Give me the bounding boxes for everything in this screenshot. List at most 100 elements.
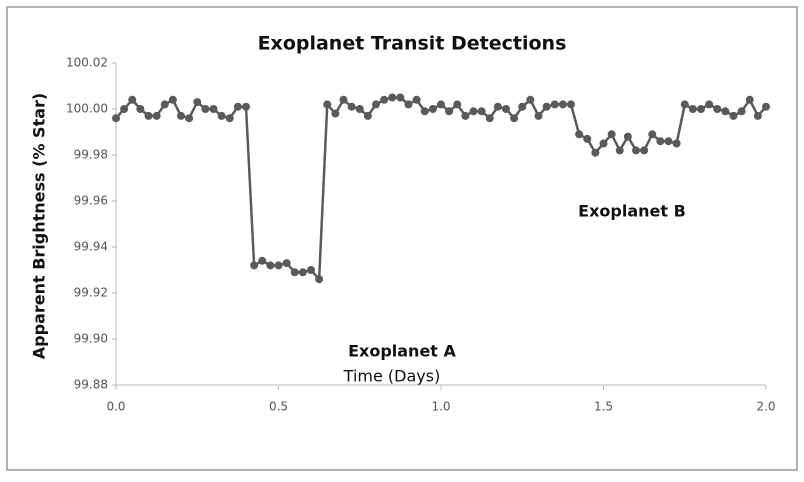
data-point [623,132,632,141]
data-point [323,100,332,109]
data-point [550,100,559,109]
data-point [372,100,380,109]
data-point [729,111,738,120]
data-point [542,102,551,111]
data-point [404,100,413,109]
data-point [193,98,202,107]
data-point [762,102,770,111]
data-point [656,137,665,146]
data-point [664,137,673,146]
x-tick-label: 2.0 [756,400,775,414]
data-point [567,100,575,109]
data-point [128,95,137,104]
data-point [688,105,697,113]
data-point [250,261,259,270]
x-tick-label: 0.5 [269,400,288,414]
y-tick-label: 99.98 [74,148,108,162]
data-point [177,111,185,120]
data-point [640,146,649,155]
y-tick-label: 99.92 [74,286,108,300]
data-point [648,130,657,139]
chart-title: Exoplanet Transit Detections [258,33,567,55]
data-point [583,134,592,143]
x-tick-label: 1.0 [431,400,450,414]
data-point [526,95,535,104]
data-point [339,95,348,104]
y-axis-label: Apparent Brightness (% Star) [30,93,49,359]
data-point [331,109,340,118]
data-point [493,102,502,111]
data-point [745,95,754,104]
data-point [201,105,210,113]
data-point [290,268,299,277]
data-point [558,100,567,109]
data-point [510,114,519,123]
data-point [266,261,275,270]
data-point [428,105,437,113]
data-point [705,100,714,109]
data-point [307,266,315,274]
data-point [396,93,405,102]
data-point [502,105,510,113]
data-point [209,105,218,113]
y-tick-label: 100.00 [66,102,108,116]
data-point [461,111,470,120]
chart-frame [6,6,798,471]
data-point [477,107,486,116]
data-point [420,107,429,116]
data-point [469,107,478,116]
annotation: Exoplanet B [578,202,686,221]
x-tick-label: 1.5 [594,400,613,414]
data-point [575,130,584,139]
data-point [713,105,722,113]
data-point [242,102,250,111]
data-point [753,111,762,120]
data-point [160,100,169,109]
data-point [485,114,494,123]
data-point [697,105,705,113]
data-point [282,259,291,268]
data-point [737,107,746,116]
data-point [217,111,226,120]
data-point [112,114,120,123]
data-point [518,102,527,111]
data-point [412,95,421,104]
data-point [363,111,372,120]
data-point [274,261,283,270]
x-tick-label: 0.0 [106,400,125,414]
data-point [615,146,624,155]
data-point [258,256,267,265]
x-axis-label: Time (Days) [343,367,441,386]
data-point [315,275,324,284]
data-point [136,105,145,113]
data-point [632,146,640,155]
data-point [347,102,356,111]
y-tick-label: 100.02 [66,56,108,70]
data-point [453,100,462,109]
annotation: Exoplanet A [348,342,456,361]
data-point [599,139,608,148]
y-tick-label: 99.90 [74,332,108,346]
data-point [120,105,129,113]
data-point [298,268,307,277]
data-point [672,139,681,148]
data-point [388,93,397,102]
data-point [168,95,177,104]
data-point [233,102,242,111]
y-tick-label: 99.88 [74,378,108,392]
data-point [607,130,616,139]
data-point [185,114,194,123]
data-point [591,148,600,157]
data-point [144,111,153,120]
data-point [445,107,454,116]
y-tick-label: 99.96 [74,194,108,208]
data-point [152,111,161,120]
y-tick-label: 99.94 [74,240,108,254]
data-point [721,107,730,116]
data-point [380,95,389,104]
data-point [355,105,364,113]
data-point [437,100,445,109]
data-point [225,114,234,123]
